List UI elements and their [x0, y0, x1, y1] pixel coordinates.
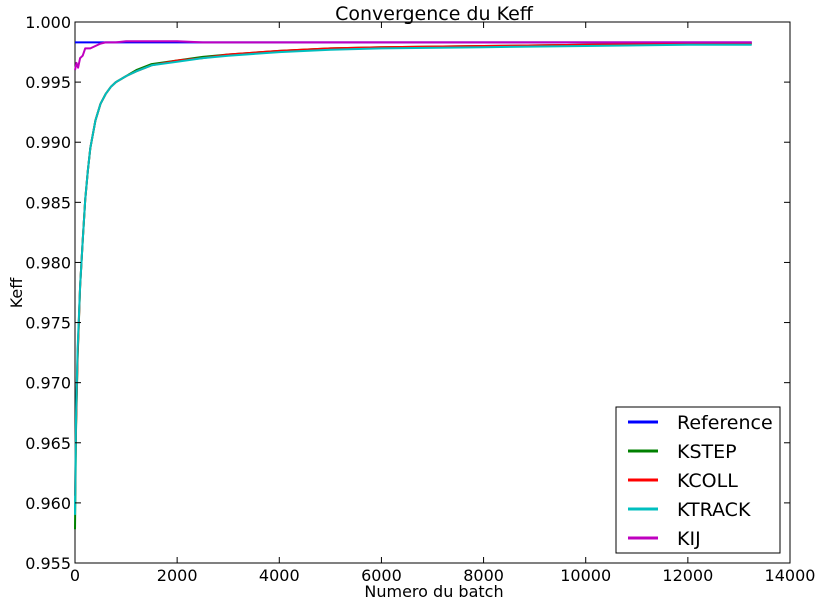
y-axis-label: Keff — [7, 277, 26, 309]
legend-label-kcoll: KCOLL — [677, 470, 738, 492]
y-tick-label: 0.990 — [25, 133, 71, 152]
x-tick-label: 6000 — [361, 566, 402, 585]
legend-label-reference: Reference — [677, 412, 773, 434]
y-tick-label: 1.000 — [25, 13, 71, 32]
legend: Reference KSTEP KCOLL KTRACK KIJ — [615, 406, 781, 554]
x-tick-label: 4000 — [259, 566, 300, 585]
plot-frame — [74, 21, 791, 564]
chart-title: Convergence du Keff — [335, 3, 534, 25]
y-tick-label: 0.970 — [25, 374, 71, 393]
y-tick-label: 0.965 — [25, 434, 71, 453]
series-line-ktrack — [74, 43, 752, 515]
x-tick-label: 8000 — [463, 566, 504, 585]
x-axis-ticks: 0 2000 4000 6000 8000 10000 12000 14000 — [70, 22, 816, 585]
legend-label-ktrack: KTRACK — [677, 499, 751, 521]
x-tick-label: 0 — [70, 566, 80, 585]
series-layer — [74, 40, 752, 530]
x-tick-label: 14000 — [765, 566, 816, 585]
y-tick-label: 0.995 — [25, 73, 71, 92]
y-tick-label: 0.975 — [25, 314, 71, 333]
series-line-kij — [74, 40, 752, 71]
legend-items: Reference KSTEP KCOLL KTRACK KIJ — [628, 412, 773, 550]
y-tick-label: 0.985 — [25, 193, 71, 212]
y-axis-ticks: 0.955 0.960 0.965 0.970 0.975 0.980 0.985 0.990… — [25, 13, 790, 573]
y-tick-label: 0.960 — [25, 494, 71, 513]
legend-label-kij: KIJ — [677, 528, 701, 550]
x-axis-label: Numero du batch — [364, 582, 503, 601]
x-tick-label: 2000 — [157, 566, 198, 585]
y-tick-label: 0.955 — [25, 554, 71, 573]
legend-label-kstep: KSTEP — [677, 441, 737, 463]
x-tick-label: 10000 — [560, 566, 611, 585]
y-tick-label: 0.980 — [25, 253, 71, 272]
x-tick-label: 12000 — [662, 566, 713, 585]
